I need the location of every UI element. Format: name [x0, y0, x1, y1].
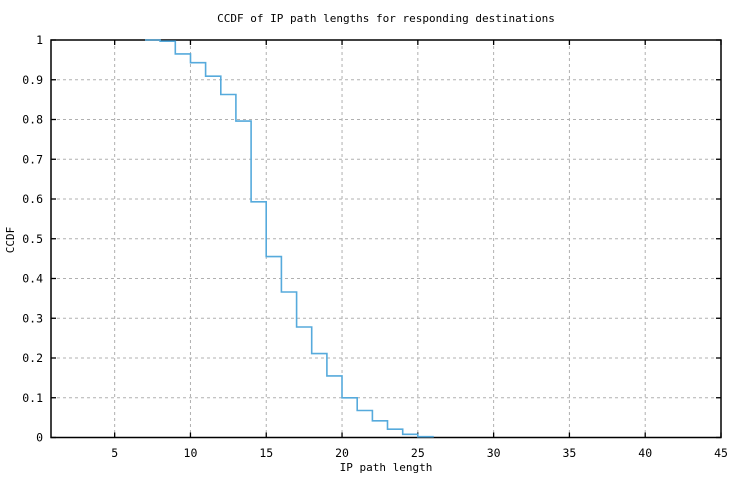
x-tick-label: 35 — [562, 446, 576, 460]
grid-lines — [51, 40, 721, 438]
y-tick-label: 0.7 — [22, 152, 43, 166]
x-tick-label: 30 — [487, 446, 501, 460]
ccdf-curve — [145, 39, 434, 438]
tick-labels: 5 10 15 20 25 30 35 40 45 0 0.1 0.2 0.3 0.4 0.5 0.6 0.7 0… — [22, 33, 728, 460]
x-axis-label: IP path length — [340, 461, 433, 474]
plot-frame — [50, 39, 722, 439]
y-tick-label: 1 — [36, 33, 43, 47]
x-tick-label: 20 — [335, 446, 349, 460]
y-tick-label: 0 — [36, 431, 43, 445]
x-tick-label: 25 — [411, 446, 425, 460]
y-tick-label: 0.5 — [22, 232, 43, 246]
x-tick-label: 15 — [259, 446, 273, 460]
plot-border — [50, 39, 722, 439]
y-axis-label: CCDF — [4, 227, 17, 254]
y-tick-label: 0.8 — [22, 113, 43, 127]
x-tick-label: 40 — [638, 446, 652, 460]
y-tick-label: 0.6 — [22, 192, 43, 206]
chart-title: CCDF of IP path lengths for responding d… — [217, 12, 555, 25]
y-tick-label: 0.4 — [22, 272, 43, 286]
y-tick-label: 0.1 — [22, 391, 43, 405]
y-tick-label: 0.3 — [22, 311, 43, 325]
y-tick-label: 0.9 — [22, 73, 43, 87]
axis-ticks — [51, 39, 722, 439]
y-tick-label: 0.2 — [22, 351, 43, 365]
x-tick-label: 10 — [184, 446, 198, 460]
x-tick-label: 5 — [111, 446, 118, 460]
x-tick-label: 45 — [714, 446, 728, 460]
